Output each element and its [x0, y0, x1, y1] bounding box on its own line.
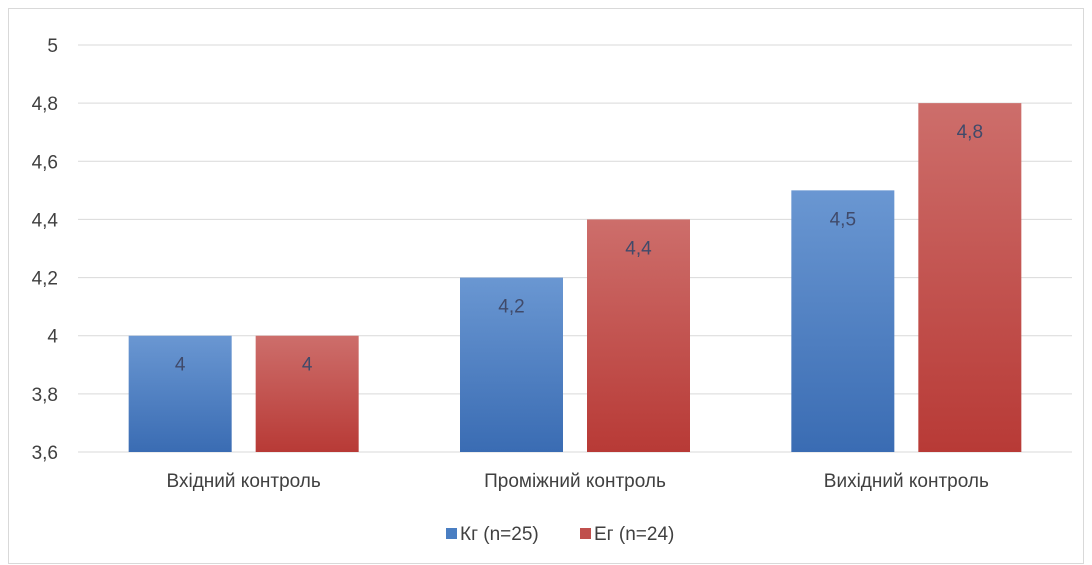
category-label: Вихідний контроль: [824, 471, 989, 492]
data-label: 4,4: [625, 238, 652, 259]
data-label: 4: [302, 355, 313, 376]
bars: [128, 103, 1022, 453]
y-tick-label: 5: [47, 36, 58, 57]
data-label: 4,5: [830, 209, 856, 230]
gridlines: [78, 44, 1072, 453]
data-label: 4,2: [498, 297, 524, 318]
y-axis-ticks: 3,6 3,8 4 4,2 4,4 4,6 4,8 5: [32, 36, 59, 464]
data-label: 4,8: [957, 122, 983, 143]
bar: [587, 219, 690, 452]
y-tick-label: 4,8: [32, 94, 58, 115]
legend-swatch: [446, 528, 457, 539]
bar: [791, 190, 895, 452]
y-tick-label: 4,6: [32, 152, 58, 173]
x-axis-categories: Вхідний контроль Проміжний контроль Вихідн…: [167, 471, 989, 492]
y-tick-label: 4,4: [32, 210, 59, 231]
y-tick-label: 3,8: [32, 385, 58, 406]
bar: [918, 103, 1022, 453]
y-tick-label: 4: [47, 327, 58, 348]
legend-label: Кг (n=25): [460, 524, 539, 545]
legend-label: Ег (n=24): [594, 524, 674, 545]
bar: [460, 277, 563, 452]
bar: [128, 335, 232, 452]
legend: Кг (n=25) Ег (n=24): [446, 524, 674, 545]
bar: [255, 335, 359, 452]
category-label: Проміжний контроль: [484, 471, 666, 492]
y-tick-label: 3,6: [32, 443, 58, 464]
category-label: Вхідний контроль: [167, 471, 321, 492]
y-tick-label: 4,2: [32, 269, 58, 290]
data-label: 4: [175, 355, 186, 376]
legend-swatch: [580, 528, 591, 539]
data-labels: 4 4 4,2 4,4 4,5 4,8: [175, 122, 983, 376]
